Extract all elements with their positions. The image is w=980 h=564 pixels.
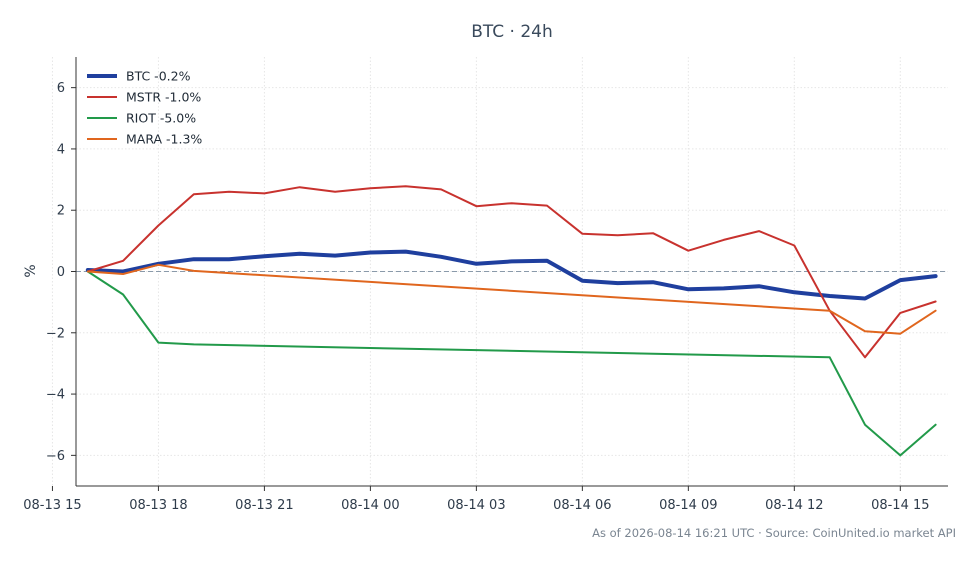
- series-line-3: [86, 263, 937, 335]
- legend: BTC -0.2% MSTR -1.0% RIOT -5.0% MARA -1.3%: [87, 69, 202, 147]
- y-tick-label: 2: [57, 204, 65, 219]
- y-tick-label: 6: [57, 81, 65, 96]
- legend-label-2: RIOT -5.0%: [126, 111, 196, 126]
- x-tick-label: 08-14 09: [659, 498, 717, 513]
- x-tick-label: 08-13 18: [129, 498, 187, 513]
- y-tick-label: 4: [57, 142, 65, 157]
- x-tick-label: 08-13 15: [23, 498, 81, 513]
- x-axis-ticks: 08-13 15 08-13 18 08-13 21 08-14 00 08-14 03…: [23, 486, 930, 513]
- x-tick-label: 08-14 03: [447, 498, 505, 513]
- series-lines: [85, 185, 938, 457]
- y-tick-label: 0: [57, 265, 65, 280]
- legend-label-3: MARA -1.3%: [126, 132, 202, 147]
- y-tick-label: −2: [46, 326, 65, 341]
- legend-label-1: MSTR -1.0%: [126, 90, 201, 105]
- x-tick-label: 08-13 21: [235, 498, 293, 513]
- series-line-0: [85, 249, 938, 301]
- chart-title: BTC · 24h: [471, 22, 553, 42]
- series-line-2: [86, 270, 937, 457]
- y-tick-label: −4: [46, 388, 65, 403]
- x-tick-label: 08-14 15: [871, 498, 929, 513]
- legend-label-0: BTC -0.2%: [126, 69, 191, 84]
- x-tick-label: 08-14 12: [765, 498, 823, 513]
- source-footer: As of 2026-08-14 16:21 UTC · Source: Coi…: [592, 526, 956, 540]
- x-tick-label: 08-14 06: [553, 498, 611, 513]
- y-axis-label: %: [23, 264, 39, 277]
- series-line-1: [86, 185, 937, 359]
- y-tick-label: −6: [46, 449, 65, 464]
- y-axis-ticks: 6 4 2 0 −2 −4 −6: [46, 81, 76, 464]
- x-tick-label: 08-14 00: [341, 498, 399, 513]
